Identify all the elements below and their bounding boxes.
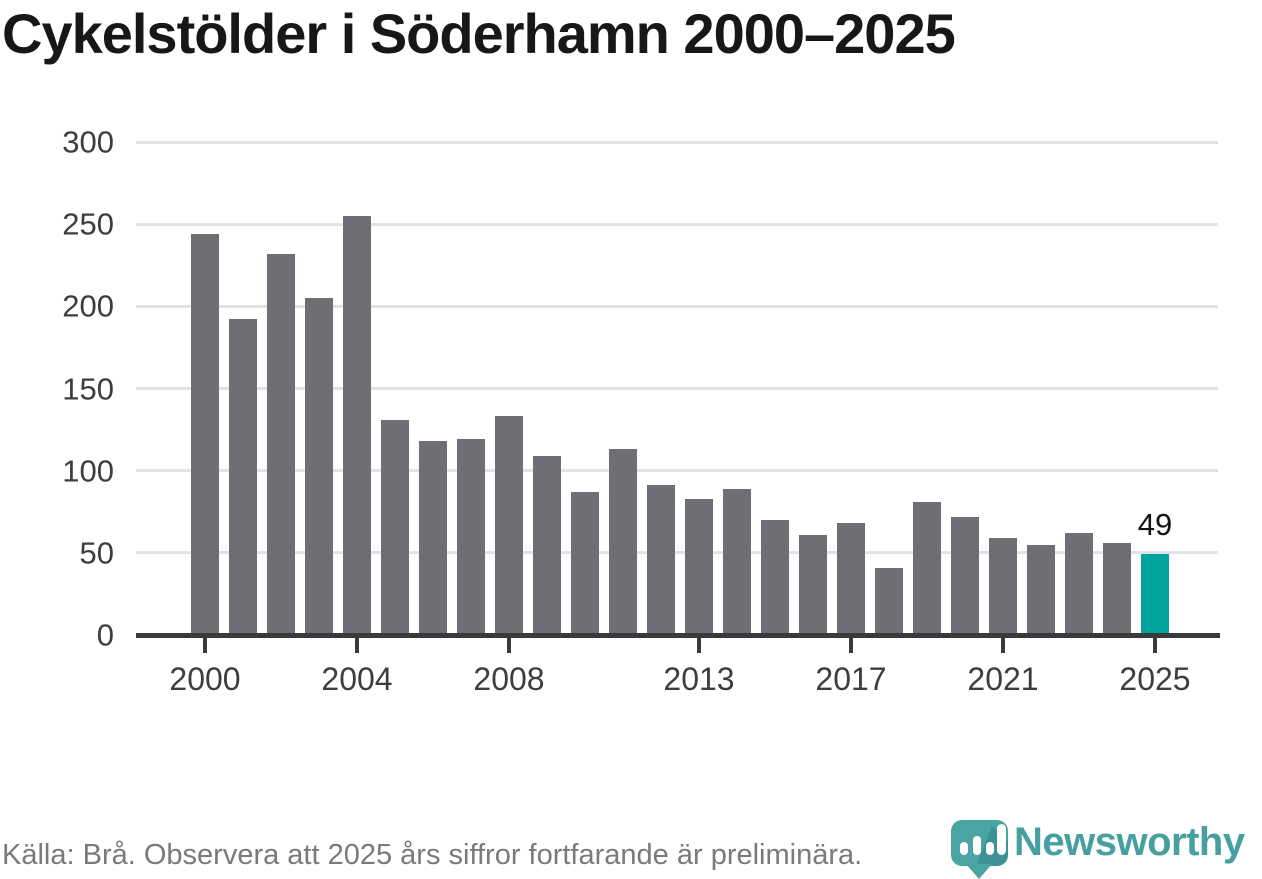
x-tick-2025 — [1153, 637, 1157, 653]
bar-2011 — [609, 449, 637, 635]
bar-2016 — [799, 534, 827, 635]
newsworthy-wordmark: Newsworthy — [1014, 820, 1245, 864]
y-axis-label-0: 0 — [96, 617, 114, 653]
bar-2007 — [457, 439, 485, 635]
bar-2003 — [305, 298, 333, 635]
bar-2001 — [229, 319, 257, 635]
source-note: Källa: Brå. Observera att 2025 års siffr… — [2, 839, 863, 871]
y-axis-label-250: 250 — [62, 206, 114, 242]
chart-title: Cykelstölder i Söderhamn 2000–2025 — [2, 2, 956, 65]
y-axis-label-200: 200 — [62, 288, 114, 324]
y-axis-label-150: 150 — [62, 371, 114, 406]
bar-2000 — [191, 234, 219, 635]
bar-2025 — [1141, 554, 1169, 635]
newsworthy-logo: Newsworthy — [946, 812, 1245, 879]
bar-2019 — [913, 501, 941, 635]
bar-2009 — [533, 455, 561, 635]
x-axis-label-2004: 2004 — [321, 661, 393, 697]
bar-2013 — [685, 498, 713, 635]
bar-2006 — [419, 441, 447, 635]
bar-2018 — [875, 567, 903, 635]
gridline-150 — [136, 387, 1218, 390]
x-tick-2008 — [507, 637, 511, 653]
newsworthy-pin-barchart-icon — [951, 820, 1008, 879]
y-axis-label-50: 50 — [79, 535, 114, 571]
bar-2015 — [761, 519, 789, 635]
x-tick-2021 — [1001, 637, 1005, 653]
x-axis-label-2025: 2025 — [1119, 661, 1191, 697]
bar-2020 — [951, 516, 979, 635]
gridline-100 — [136, 469, 1218, 473]
bar-2021 — [989, 538, 1017, 635]
gridline-300 — [136, 140, 1218, 144]
x-axis-label-2008: 2008 — [473, 661, 545, 697]
x-tick-2017 — [849, 637, 853, 653]
bar-2010 — [571, 492, 599, 635]
x-tick-2000 — [203, 637, 207, 653]
x-axis-line — [136, 632, 1220, 638]
bar-2002 — [267, 253, 295, 635]
bar-2014 — [723, 488, 751, 635]
x-axis-label-2000: 2000 — [169, 661, 241, 697]
gridline-50 — [136, 551, 1218, 555]
bar-2004 — [343, 215, 371, 635]
gridline-250 — [136, 222, 1218, 226]
bar-2024 — [1103, 542, 1131, 635]
x-axis-label-2013: 2013 — [663, 661, 735, 697]
bar-2008 — [495, 416, 523, 635]
bar-2005 — [381, 419, 409, 635]
y-axis-label-100: 100 — [62, 453, 114, 489]
bar-2017 — [837, 523, 865, 635]
bar-2022 — [1027, 544, 1055, 635]
gridline-200 — [136, 304, 1218, 308]
x-axis-label-2021: 2021 — [967, 661, 1039, 697]
y-axis-label-300: 300 — [62, 124, 114, 160]
x-tick-2013 — [697, 637, 701, 653]
bar-2012 — [647, 485, 675, 635]
bar-2023 — [1065, 533, 1093, 635]
x-tick-2004 — [355, 637, 359, 653]
highlight-value-label: 49 — [1137, 507, 1173, 543]
x-axis-label-2017: 2017 — [815, 661, 887, 697]
